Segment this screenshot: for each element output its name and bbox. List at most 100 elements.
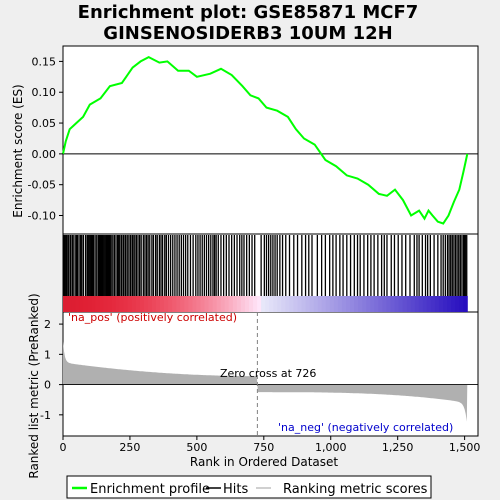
x-tick-label: 1,250 <box>382 441 414 454</box>
rank-color-segment <box>463 296 468 312</box>
rank-color-segment <box>103 296 108 312</box>
metric-y-tick-label: 0 <box>44 379 51 392</box>
rank-color-segment <box>240 296 246 312</box>
rank-color-segment <box>261 296 266 312</box>
legend-profile-label: Enrichment profile <box>90 482 210 497</box>
rank-color-segment <box>232 296 238 312</box>
rank-color-segment <box>354 296 359 312</box>
neg-correlated-label: 'na_neg' (negatively correlated) <box>278 421 453 434</box>
rank-color-segment <box>67 296 72 312</box>
rank-color-segment <box>451 296 456 312</box>
rank-color-segment <box>180 296 185 312</box>
rank-color-segment <box>75 296 80 312</box>
rank-color-segment <box>192 296 197 312</box>
rank-color-segment <box>248 296 254 312</box>
rank-color-segment <box>164 296 169 312</box>
hits-layer <box>62 235 468 296</box>
metric-y-tick-label: 2 <box>44 318 51 331</box>
es-panel <box>62 45 479 235</box>
rank-color-segment <box>285 296 290 312</box>
rank-color-segment <box>184 296 189 312</box>
rank-color-segment <box>188 296 193 312</box>
rank-color-segment <box>301 296 307 312</box>
rank-color-segment <box>107 296 113 312</box>
rank-color-segment <box>168 296 173 312</box>
rank-color-segment <box>216 296 222 312</box>
rank-color-segment <box>131 296 137 312</box>
rank-color-segment <box>382 296 387 312</box>
rank-color-segment <box>414 296 420 312</box>
es-layer <box>62 55 478 225</box>
rank-color-segment <box>289 296 294 312</box>
rank-color-segment <box>350 296 355 312</box>
metric-y-tick-label: -1 <box>40 409 51 422</box>
rank-color-segment <box>293 296 298 312</box>
rank-color-segment <box>346 296 351 312</box>
rank-color-segment <box>321 296 327 312</box>
rank-color-segment <box>257 296 262 312</box>
es-y-tick-label: -0.10 <box>28 210 56 223</box>
rank-color-segment <box>370 296 375 312</box>
rank-color-segment <box>115 296 121 312</box>
rank-color-segment <box>430 296 436 312</box>
es-y-tick-label: 0.05 <box>32 117 57 130</box>
rank-color-segment <box>390 296 396 312</box>
rank-color-segment <box>333 296 339 312</box>
rank-color-segment <box>236 296 242 312</box>
rank-color-segment <box>325 296 331 312</box>
rank-color-segment <box>329 296 335 312</box>
rank-color-segment <box>212 296 218 312</box>
rank-color-segment <box>402 296 408 312</box>
rank-color-segment <box>410 296 416 312</box>
rank-color-segment <box>127 296 133 312</box>
rank-color-segment <box>79 296 84 312</box>
rank-color-segment <box>426 296 432 312</box>
rank-color-segment <box>253 296 258 312</box>
legend: Enrichment profile Hits Ranking metric s… <box>66 475 432 499</box>
rank-color-segment <box>269 296 274 312</box>
axes-layer: 0.15 0.10 0.05 0.00 -0.05 -0.10 2 1 0 -1 0 250 500 75… <box>28 55 481 454</box>
rank-color-segment <box>172 296 177 312</box>
rank-color-segment <box>374 296 379 312</box>
rank-color-segment <box>455 296 460 312</box>
rank-color-segment <box>273 296 278 312</box>
x-tick-label: 750 <box>253 441 274 454</box>
rank-color-segment <box>358 296 363 312</box>
rank-color-segment <box>151 296 157 312</box>
rank-color-segment <box>305 296 311 312</box>
rank-color-segment <box>99 296 104 312</box>
rank-color-segment <box>366 296 371 312</box>
rank-color-segment <box>378 296 383 312</box>
zero-cross-label: Zero cross at 726 <box>220 367 316 380</box>
metric-y-axis-label: Ranked list metric (PreRanked) <box>27 293 41 478</box>
rank-color-segment <box>406 296 412 312</box>
rank-color-segment <box>277 296 282 312</box>
rank-color-segment <box>208 296 214 312</box>
rank-color-segment <box>155 296 161 312</box>
rank-color-segment <box>83 296 88 312</box>
rank-color-segment <box>337 296 343 312</box>
x-tick-label: 500 <box>186 441 207 454</box>
rank-color-segment <box>459 296 464 312</box>
rank-color-segment <box>147 296 153 312</box>
rank-color-bar <box>63 296 468 312</box>
rank-color-segment <box>123 296 129 312</box>
chart-title-line2: GINSENOSIDERB3 10UM 12H <box>103 23 392 44</box>
x-tick-label: 1,000 <box>315 441 347 454</box>
x-tick-label: 250 <box>119 441 140 454</box>
rank-color-segment <box>265 296 270 312</box>
es-y-tick-label: 0.10 <box>32 86 57 99</box>
enrichment-profile-line <box>62 55 469 225</box>
ranking-metric-area <box>63 341 468 422</box>
rank-color-segment <box>309 296 315 312</box>
rank-color-segment <box>160 296 165 312</box>
rank-color-segment <box>394 296 400 312</box>
metric-layer <box>63 312 478 436</box>
rank-color-segment <box>220 296 226 312</box>
rank-color-segment <box>398 296 404 312</box>
rank-color-segment <box>135 296 141 312</box>
rank-color-segment <box>443 296 448 312</box>
rank-color-segment <box>139 296 145 312</box>
rank-color-segment <box>224 296 230 312</box>
